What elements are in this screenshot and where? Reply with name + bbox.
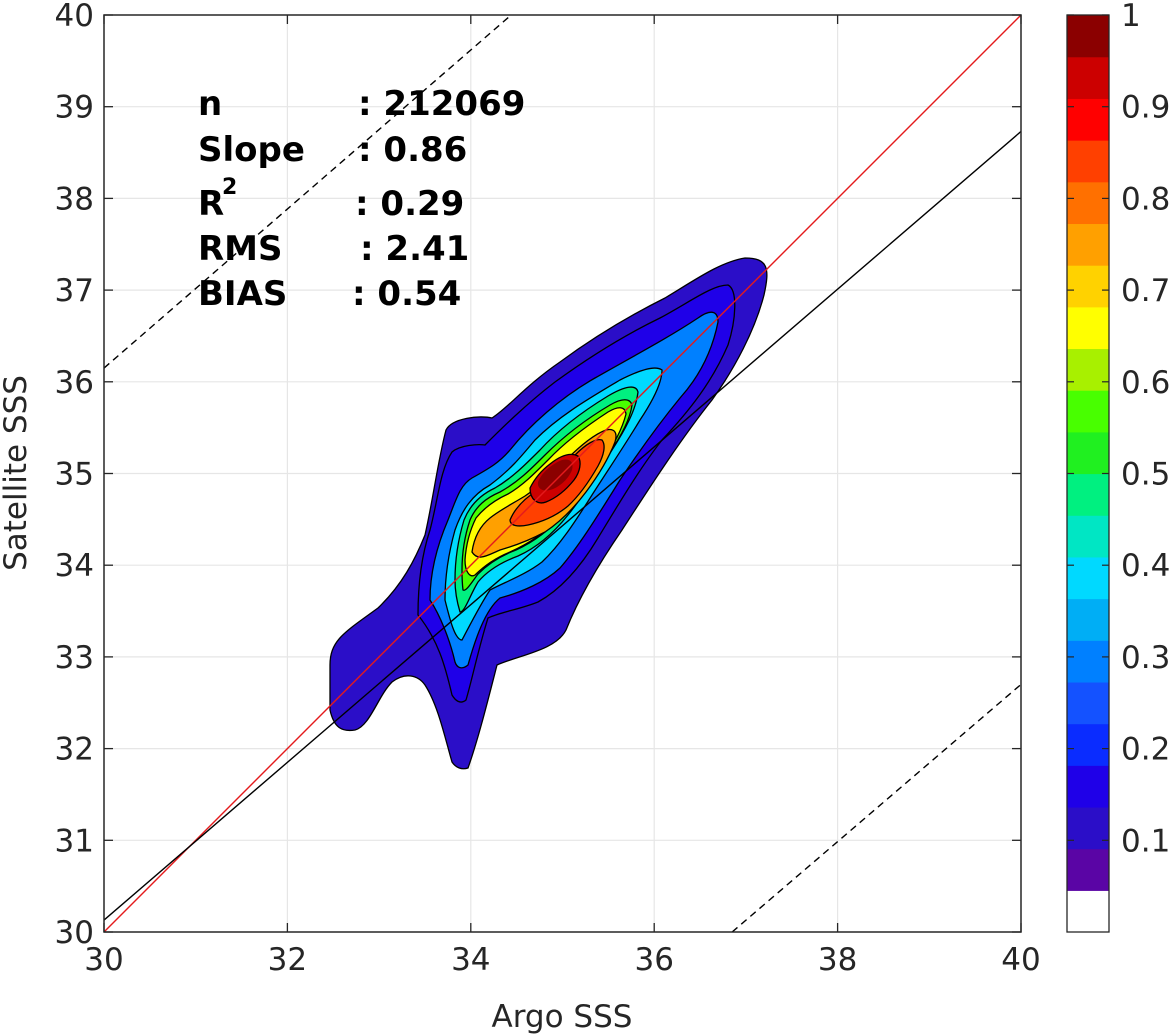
colorbar-tick-label: 0.2 [1121,732,1170,768]
x-tick-label: 40 [1001,942,1040,978]
x-tick-label: 34 [451,942,490,978]
colorbar-tick-label: 0.1 [1121,823,1170,859]
colorbar-segment [1067,556,1109,600]
y-tick-label: 36 [55,365,94,401]
colorbar-tick-label: 0.5 [1121,457,1170,493]
stat-n-value: : 212069 [358,84,525,124]
colorbar: 0.1 0.2 0.3 0.4 0.5 0.6 0.7 0.8 0.9 1 [1066,0,1170,933]
stat-r2-label: R [198,184,224,224]
stat-slope-value: : 0.86 [358,130,467,170]
stat-bias-value: : 0.54 [352,274,461,314]
x-axis-label: Argo SSS [492,999,633,1035]
stat-rms-label: RMS [198,229,283,269]
x-tick-label: 38 [818,942,857,978]
stat-r2-value: : 0.29 [355,184,464,224]
colorbar-segment [1067,306,1109,350]
colorbar-segment [1067,390,1109,433]
colorbar-tick-label: 0.7 [1121,273,1170,309]
colorbar-tick-label: 1 [1121,0,1141,34]
y-tick-label: 40 [55,0,94,34]
fit-line [104,130,1021,921]
stat-rms-value: : 2.41 [360,229,469,269]
colorbar-segment [1067,848,1109,891]
y-tick-label: 31 [55,823,94,859]
colorbar-segment [1067,598,1109,641]
stat-r2-superscript: 2 [222,175,237,200]
stat-n-label: n [198,84,222,124]
y-tick-label: 38 [55,181,94,217]
colorbar-tick-label: 0.9 [1121,90,1170,126]
axis-ticks: 30 32 34 36 38 40 30 31 32 33 34 35 36 37 38 39 40 [55,0,1041,978]
colorbar-segment [1067,431,1109,475]
colorbar-tick-label: 0.4 [1121,548,1170,584]
lower-bound-line [731,683,1021,932]
colorbar-segment [1067,223,1109,266]
colorbar-segment [1067,98,1109,141]
y-tick-label: 37 [55,273,94,309]
colorbar-tick-label: 0.3 [1121,640,1170,676]
x-tick-label: 32 [268,942,307,978]
y-tick-label: 34 [55,548,94,584]
colorbar-segment [1067,681,1109,725]
x-tick-label: 36 [634,942,673,978]
colorbar-segment [1067,15,1109,58]
colorbar-segment [1067,348,1109,391]
colorbar-segment [1067,515,1109,558]
stats-box: n : 212069 Slope : 0.86 R 2 : 0.29 RMS :… [198,84,525,314]
contour-level-11 [537,459,573,491]
y-tick-label: 39 [55,90,94,126]
colorbar-segment [1067,473,1109,516]
reference-lines [104,15,1021,932]
x-tick-label: 30 [84,942,123,978]
one-to-one-line [104,15,1021,932]
colorbar-tick-label: 0.8 [1121,181,1170,217]
y-tick-label: 30 [55,915,94,951]
y-tick-label: 32 [55,732,94,768]
y-tick-label: 33 [55,640,94,676]
colorbar-segment [1067,56,1109,99]
colorbar-segment [1067,140,1109,183]
y-tick-label: 35 [55,457,94,493]
colorbar-segment [1067,265,1109,308]
colorbar-tick-label: 0.6 [1121,365,1170,401]
stat-bias-label: BIAS [198,274,287,314]
colorbar-segment [1067,806,1109,850]
colorbar-segment [1067,890,1109,933]
colorbar-segment [1067,640,1109,683]
colorbar-segment [1067,765,1109,808]
colorbar-segment [1067,181,1109,225]
upper-bound-line [104,15,512,369]
y-axis-label: Satellite SSS [0,375,34,571]
stat-slope-label: Slope [198,130,305,170]
colorbar-segment [1067,723,1109,766]
